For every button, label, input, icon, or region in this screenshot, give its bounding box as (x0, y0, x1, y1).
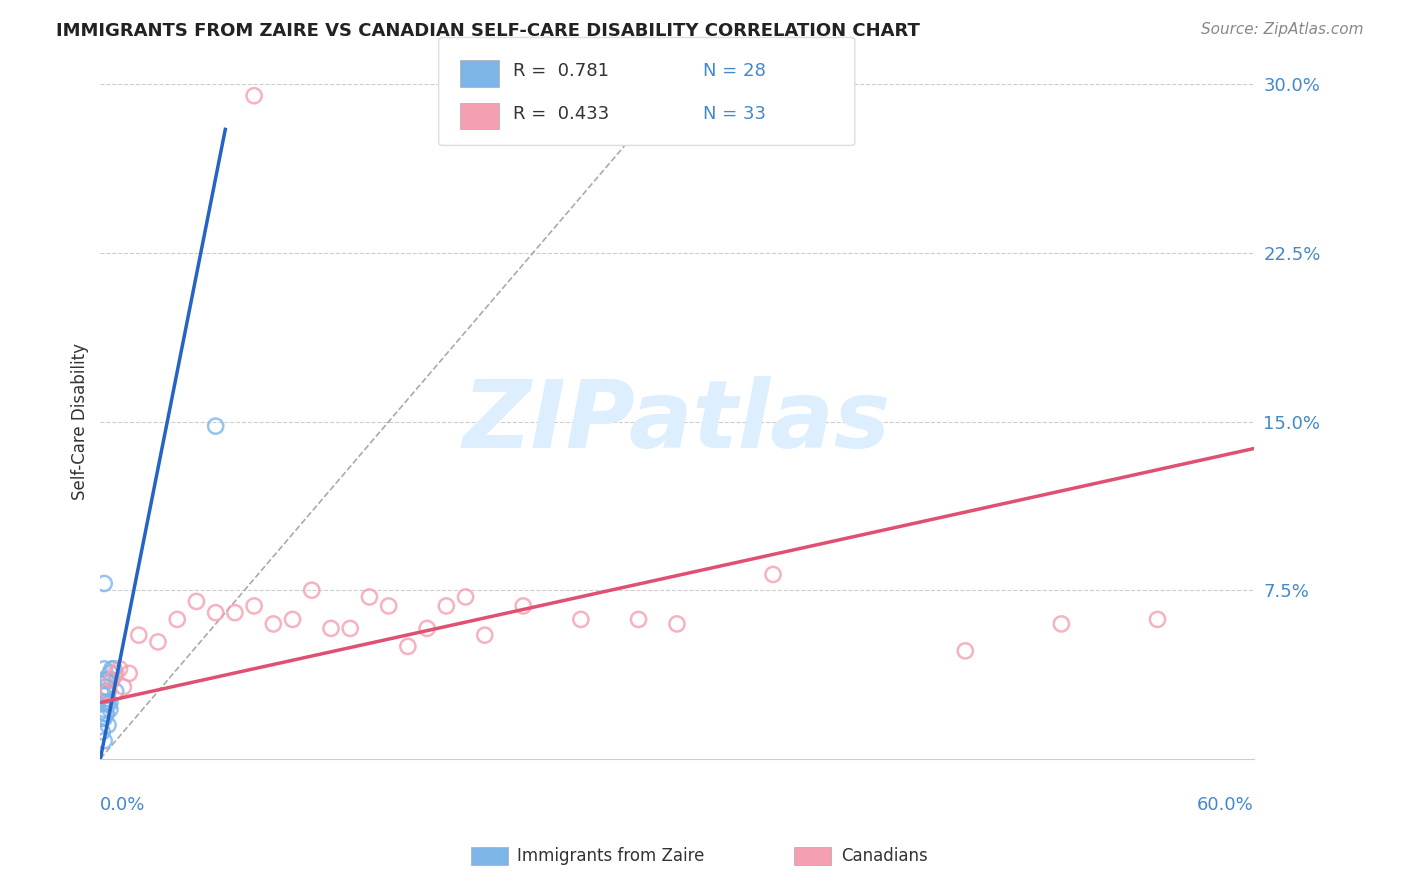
Point (91, 724, 114, 739)
Point (204, 419, 226, 434)
Text: IMMIGRANTS FROM ZAIRE VS CANADIAN SELF-CARE DISABILITY CORRELATION CHART: IMMIGRANTS FROM ZAIRE VS CANADIAN SELF-C… (56, 22, 920, 40)
Point (94, 684, 117, 698)
Point (101, 673, 124, 687)
Point (416, 621, 439, 635)
Text: 0.0%: 0.0% (100, 796, 146, 814)
Text: 60.0%: 60.0% (1197, 796, 1254, 814)
Point (1146, 612, 1168, 626)
Point (955, 644, 977, 658)
Point (93, 733, 115, 747)
Point (112, 680, 135, 694)
Point (204, 606, 226, 620)
Point (94, 673, 117, 687)
Point (94, 706, 117, 721)
Point (434, 599, 457, 613)
Point (262, 616, 284, 631)
Point (243, 88, 266, 103)
Point (104, 684, 127, 698)
Point (146, 635, 169, 649)
Point (186, 594, 208, 608)
Point (91, 673, 114, 687)
Point (118, 666, 141, 681)
Point (301, 583, 323, 598)
Point (243, 599, 266, 613)
Text: N = 33: N = 33 (703, 105, 766, 123)
Point (93, 696, 115, 710)
Point (101, 673, 124, 687)
Point (97, 673, 120, 687)
Point (474, 628, 496, 642)
Point (93, 662, 115, 676)
Y-axis label: Self-Care Disability: Self-Care Disability (72, 343, 89, 500)
Text: R =  0.433: R = 0.433 (513, 105, 609, 123)
Point (108, 662, 131, 676)
Text: N = 28: N = 28 (703, 62, 766, 80)
Point (98, 696, 121, 710)
Point (104, 666, 127, 681)
Point (97, 718, 120, 732)
Point (98, 666, 121, 681)
Point (569, 612, 592, 626)
Point (665, 616, 688, 631)
Point (93, 576, 115, 591)
Point (454, 590, 477, 604)
Point (762, 567, 785, 582)
Point (377, 599, 399, 613)
Point (512, 599, 534, 613)
Point (339, 621, 361, 635)
Point (396, 640, 419, 654)
Point (94, 696, 117, 710)
Point (319, 621, 342, 635)
Point (98, 702, 121, 716)
Point (94, 706, 117, 721)
Text: ZIPatlas: ZIPatlas (463, 376, 891, 467)
Point (166, 612, 188, 626)
Point (93, 711, 115, 725)
Point (97, 684, 120, 698)
Point (97, 684, 120, 698)
Point (224, 606, 246, 620)
Point (103, 662, 125, 676)
Point (627, 612, 650, 626)
Point (97, 696, 120, 710)
Text: Immigrants from Zaire: Immigrants from Zaire (517, 847, 704, 865)
Point (101, 662, 124, 676)
Point (1050, 616, 1073, 631)
Point (93, 702, 115, 716)
Text: Canadians: Canadians (841, 847, 928, 865)
Point (93, 689, 115, 703)
Point (359, 590, 381, 604)
Point (91, 711, 114, 725)
Point (128, 628, 150, 642)
Text: R =  0.781: R = 0.781 (513, 62, 609, 80)
Text: Source: ZipAtlas.com: Source: ZipAtlas.com (1201, 22, 1364, 37)
Point (281, 612, 304, 626)
Point (94, 680, 117, 694)
